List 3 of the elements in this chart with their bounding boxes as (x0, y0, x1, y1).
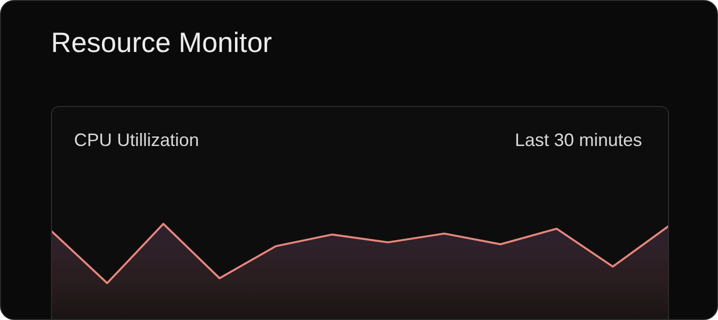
chart-title: Resource Monitor (51, 27, 272, 59)
chart-subtitle: CPU Utillization (74, 130, 200, 151)
text: Last 30 minutes (514, 130, 642, 151)
